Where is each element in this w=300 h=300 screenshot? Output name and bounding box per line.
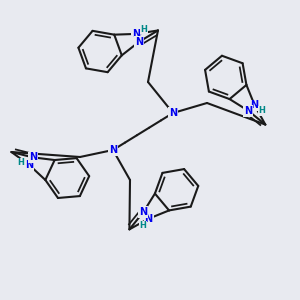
Text: N: N	[250, 100, 259, 110]
Text: N: N	[244, 106, 252, 116]
Text: H: H	[140, 221, 146, 230]
Text: N: N	[145, 214, 153, 224]
Text: N: N	[169, 108, 177, 118]
Text: N: N	[25, 160, 33, 170]
Text: N: N	[135, 37, 143, 47]
Text: N: N	[132, 29, 140, 39]
Text: H: H	[140, 25, 147, 34]
Text: H: H	[17, 158, 24, 167]
Text: H: H	[258, 106, 265, 116]
Text: N: N	[139, 207, 147, 217]
Text: N: N	[109, 145, 117, 155]
Text: N: N	[29, 152, 37, 162]
